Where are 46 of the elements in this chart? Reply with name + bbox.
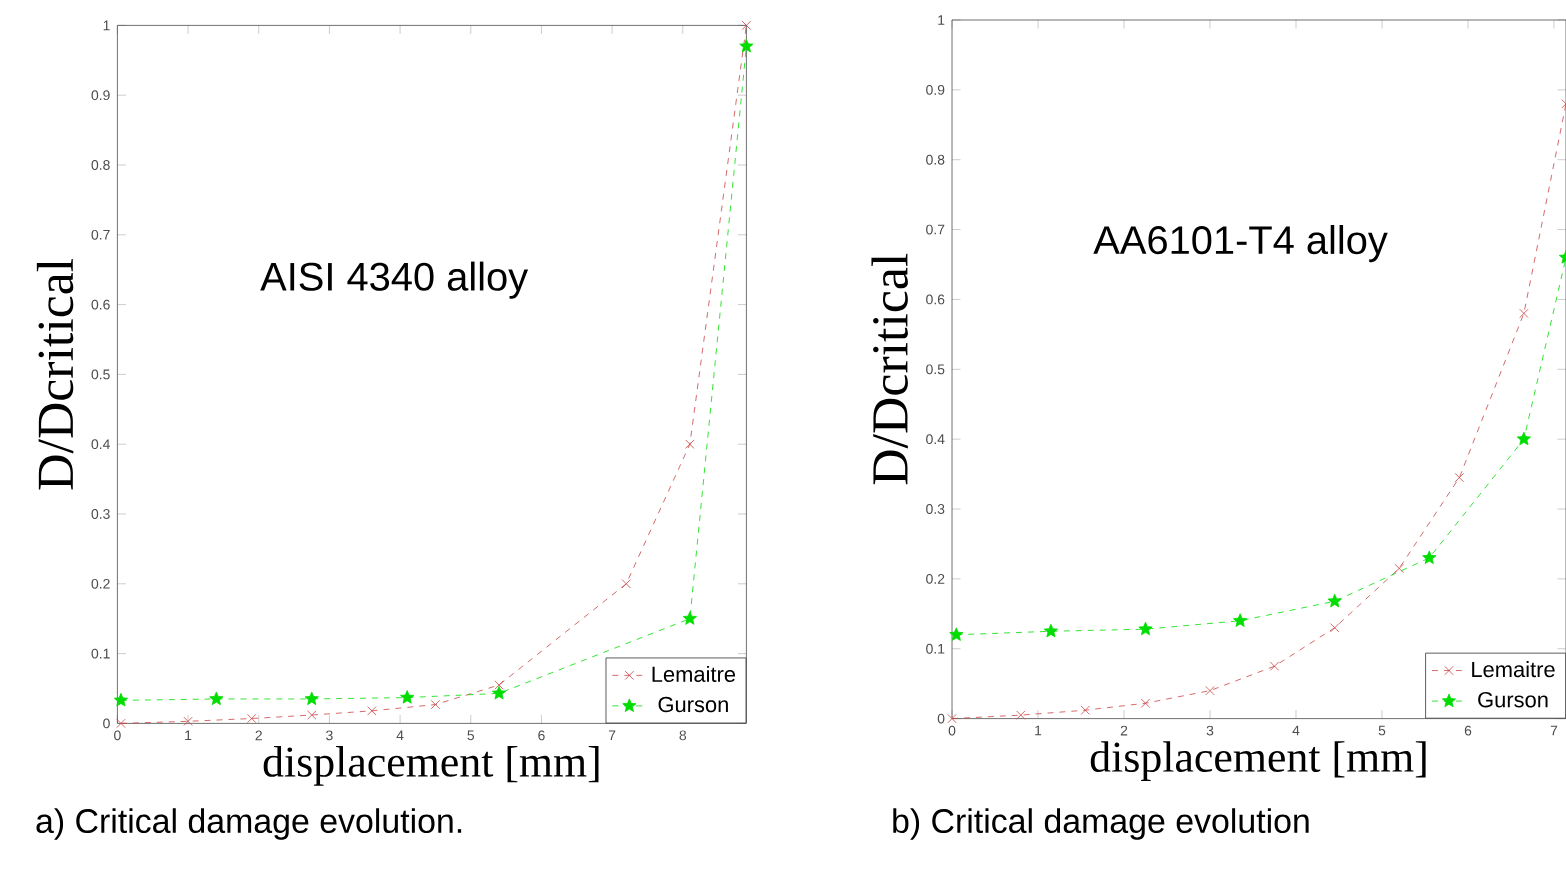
point bbox=[1327, 593, 1342, 608]
point bbox=[682, 611, 697, 625]
point bbox=[307, 710, 317, 720]
point bbox=[1233, 613, 1248, 627]
point bbox=[1454, 472, 1465, 483]
point bbox=[1043, 623, 1058, 638]
annotation: AISI 4340 alloy bbox=[260, 261, 529, 299]
point bbox=[1422, 550, 1437, 564]
point bbox=[1516, 431, 1531, 446]
legend-label: Gurson bbox=[658, 696, 728, 713]
text: b) Critical damage evolution bbox=[893, 808, 1309, 840]
point bbox=[1269, 661, 1280, 671]
point bbox=[739, 38, 754, 53]
point bbox=[116, 718, 126, 729]
point bbox=[1140, 698, 1151, 708]
point bbox=[491, 685, 507, 700]
point bbox=[209, 691, 224, 706]
annotation: AA6101-T4 alloy bbox=[1093, 224, 1388, 263]
point bbox=[1080, 705, 1090, 715]
point bbox=[741, 20, 752, 31]
point bbox=[400, 690, 415, 704]
point bbox=[1519, 308, 1529, 319]
point bbox=[1016, 710, 1026, 720]
point bbox=[621, 579, 631, 589]
x-axis-title: displacement [mm] bbox=[263, 746, 599, 786]
y-axis-title: D/Dcritical bbox=[871, 253, 908, 485]
point bbox=[685, 439, 695, 449]
point bbox=[947, 713, 957, 724]
point bbox=[949, 627, 964, 641]
point bbox=[247, 713, 257, 724]
point bbox=[367, 706, 377, 716]
legend-label: Lemaitre bbox=[1472, 661, 1555, 678]
y-axis-title: D/Dcritical bbox=[36, 258, 74, 490]
point bbox=[1330, 623, 1340, 633]
point bbox=[304, 691, 319, 706]
point bbox=[183, 716, 193, 726]
legend-label: Gurson bbox=[1478, 691, 1548, 708]
x-axis-title: displacement [mm] bbox=[1090, 741, 1426, 781]
point bbox=[1138, 621, 1153, 636]
point bbox=[1205, 686, 1215, 696]
point bbox=[430, 699, 441, 710]
legend-label: Lemaitre bbox=[652, 665, 736, 683]
point bbox=[494, 680, 504, 690]
point bbox=[1394, 563, 1404, 574]
point bbox=[113, 692, 128, 707]
text: a) Critical damage evolution. bbox=[36, 808, 462, 840]
